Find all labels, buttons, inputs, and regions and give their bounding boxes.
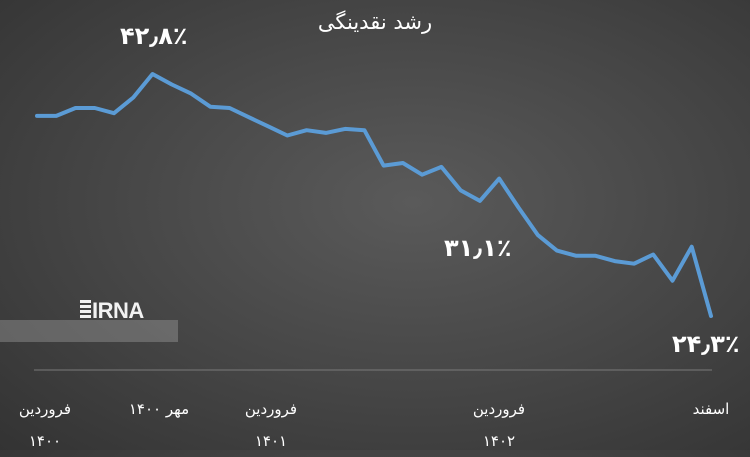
- x-tick-label-line: اسفند: [676, 393, 746, 425]
- x-tick-label: فروردین ۱۴۰۱: [226, 393, 316, 457]
- x-tick-label-line: مهر ۱۴۰۰: [104, 393, 214, 425]
- x-tick-label-line: فروردین ۱۴۰۰: [0, 393, 90, 457]
- x-tick-label: اسفند: [676, 393, 746, 425]
- annotation-peak: ۴۲٫۸٪: [120, 22, 188, 50]
- x-tick-label: فروردین ۱۴۰۲: [454, 393, 544, 457]
- annotation-mid: ۳۱٫۱٪: [444, 234, 512, 262]
- x-tick-label: مهر ۱۴۰۰: [104, 393, 214, 425]
- series-line: [37, 74, 711, 316]
- irna-watermark: IRNA: [0, 296, 178, 346]
- annotation-end: ۲۴٫۳٪: [672, 330, 740, 358]
- x-tick-label-line: فروردین ۱۴۰۲: [454, 393, 544, 457]
- x-tick-label: فروردین ۱۴۰۰: [0, 393, 90, 457]
- x-tick-label-line: فروردین ۱۴۰۱: [226, 393, 316, 457]
- watermark-text: IRNA: [92, 298, 144, 324]
- watermark-bar: [0, 320, 178, 342]
- irna-logo-icon: [80, 300, 91, 318]
